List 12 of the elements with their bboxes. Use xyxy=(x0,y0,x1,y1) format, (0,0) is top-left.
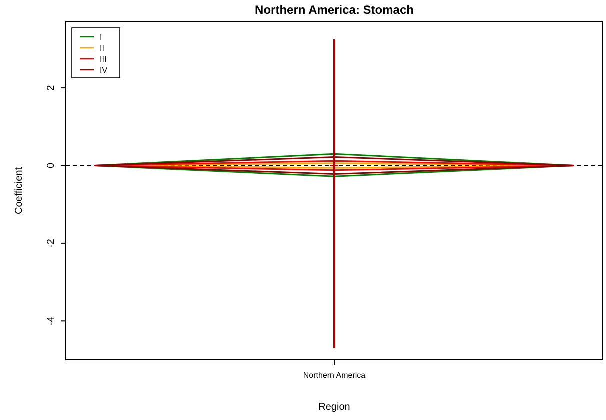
legend-label: II xyxy=(100,44,104,53)
y-tick-label: 2 xyxy=(46,84,57,91)
legend-label: I xyxy=(100,33,102,42)
chart-title: Northern America: Stomach xyxy=(255,3,414,17)
y-axis-title: Coefficient xyxy=(14,167,25,215)
x-axis-title: Region xyxy=(318,402,350,413)
legend-label: IV xyxy=(100,66,108,75)
y-tick-label: -4 xyxy=(46,316,57,326)
y-tick-label: -2 xyxy=(46,238,57,248)
y-tick-label: 0 xyxy=(46,162,57,169)
legend-label: III xyxy=(100,55,107,64)
x-tick-label: Northern America xyxy=(303,371,366,380)
